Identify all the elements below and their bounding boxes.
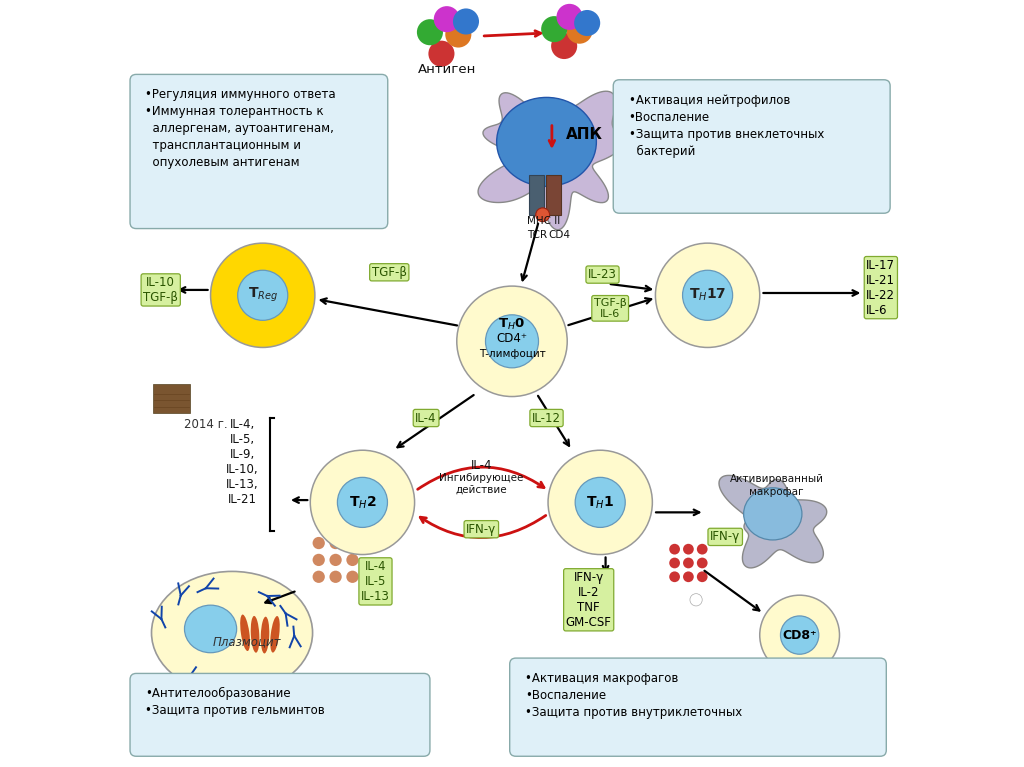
Text: IL-4: IL-4 <box>416 412 437 424</box>
Text: Ингибирующее: Ингибирующее <box>439 473 523 483</box>
Circle shape <box>690 594 702 606</box>
Circle shape <box>330 571 342 583</box>
Circle shape <box>697 558 708 568</box>
Circle shape <box>551 33 578 59</box>
Circle shape <box>760 595 840 675</box>
Text: IL-23: IL-23 <box>588 268 616 281</box>
Ellipse shape <box>152 571 312 694</box>
Circle shape <box>697 571 708 582</box>
Circle shape <box>683 270 732 321</box>
Ellipse shape <box>743 488 802 540</box>
Circle shape <box>574 10 600 36</box>
Circle shape <box>346 537 358 549</box>
Text: CD8⁺: CD8⁺ <box>782 629 817 641</box>
Ellipse shape <box>261 617 269 653</box>
Circle shape <box>417 19 443 45</box>
FancyBboxPatch shape <box>510 658 887 756</box>
Text: CD4⁺: CD4⁺ <box>497 332 527 344</box>
Circle shape <box>337 477 387 528</box>
Circle shape <box>434 6 460 32</box>
Circle shape <box>312 537 325 549</box>
Text: IFN-γ
IL-2
TNF
GM-CSF: IFN-γ IL-2 TNF GM-CSF <box>566 571 611 629</box>
Text: •Активация нейтрофилов
•Воспаление
•Защита против внеклеточных
  бактерий: •Активация нейтрофилов •Воспаление •Защи… <box>629 94 824 158</box>
Text: Плазмоцит: Плазмоцит <box>213 636 282 648</box>
Circle shape <box>655 243 760 347</box>
Text: MHC II: MHC II <box>526 216 560 226</box>
Circle shape <box>330 554 342 566</box>
Circle shape <box>670 571 680 582</box>
Text: T$_H$1: T$_H$1 <box>586 494 614 511</box>
Circle shape <box>211 243 315 347</box>
Text: Т-лимфоцит: Т-лимфоцит <box>478 348 546 359</box>
Text: T$_H$2: T$_H$2 <box>348 494 377 511</box>
Ellipse shape <box>251 616 259 653</box>
Circle shape <box>670 558 680 568</box>
Text: TCR: TCR <box>526 230 547 240</box>
Text: •Регуляция иммунного ответа
•Иммунная толерантность к
  аллергенам, аутоантигена: •Регуляция иммунного ответа •Иммунная то… <box>145 88 336 170</box>
Text: 2014 г.: 2014 г. <box>184 419 228 431</box>
Text: АПК: АПК <box>566 127 603 142</box>
Text: IL-4
IL-5
IL-13: IL-4 IL-5 IL-13 <box>361 560 390 603</box>
Text: Активированный: Активированный <box>730 474 823 485</box>
Circle shape <box>457 286 567 397</box>
Text: •Активация макрофагов
•Воспаление
•Защита против внутриклеточных: •Активация макрофагов •Воспаление •Защит… <box>525 672 742 719</box>
Ellipse shape <box>270 616 280 653</box>
Text: макрофаг: макрофаг <box>750 487 804 498</box>
Circle shape <box>330 537 342 549</box>
Text: TGF-β
IL-6: TGF-β IL-6 <box>594 298 627 319</box>
Text: IFN-γ: IFN-γ <box>466 523 497 535</box>
Text: Антиген: Антиген <box>418 63 476 76</box>
Circle shape <box>445 21 471 48</box>
Circle shape <box>683 571 694 582</box>
Circle shape <box>312 554 325 566</box>
Text: •Антителообразование
•Защита против гельминтов: •Антителообразование •Защита против гель… <box>145 687 326 717</box>
Circle shape <box>780 616 819 654</box>
Circle shape <box>428 41 455 67</box>
FancyBboxPatch shape <box>153 384 189 413</box>
Circle shape <box>346 571 358 583</box>
Circle shape <box>566 18 593 44</box>
FancyBboxPatch shape <box>130 74 388 229</box>
Ellipse shape <box>241 614 250 651</box>
Circle shape <box>697 544 708 555</box>
Text: IL-4: IL-4 <box>471 459 493 472</box>
Text: TGF-β: TGF-β <box>372 266 407 278</box>
Text: IL-17
IL-21
IL-22
IL-6: IL-17 IL-21 IL-22 IL-6 <box>866 258 895 317</box>
Circle shape <box>575 477 626 528</box>
Text: CD4: CD4 <box>548 230 570 240</box>
Circle shape <box>670 544 680 555</box>
Circle shape <box>346 554 358 566</box>
Text: T$_{Reg}$: T$_{Reg}$ <box>248 286 278 304</box>
Circle shape <box>556 4 583 30</box>
Text: IL-4,
IL-5,
IL-9,
IL-10,
IL-13,
IL-21: IL-4, IL-5, IL-9, IL-10, IL-13, IL-21 <box>225 418 258 505</box>
FancyBboxPatch shape <box>546 175 561 215</box>
Circle shape <box>541 16 567 42</box>
Ellipse shape <box>184 605 237 653</box>
FancyBboxPatch shape <box>130 673 430 756</box>
Circle shape <box>312 571 325 583</box>
Text: действие: действие <box>456 485 507 495</box>
Circle shape <box>485 314 539 368</box>
Circle shape <box>238 270 288 321</box>
Circle shape <box>548 450 652 555</box>
Text: IFN-γ: IFN-γ <box>710 531 740 543</box>
Text: IL-10
TGF-β: IL-10 TGF-β <box>143 276 178 304</box>
Text: IL-12: IL-12 <box>532 412 561 424</box>
Polygon shape <box>478 91 622 230</box>
Text: Т$_H$0: Т$_H$0 <box>499 317 525 332</box>
Ellipse shape <box>497 97 596 186</box>
FancyBboxPatch shape <box>528 175 544 215</box>
Circle shape <box>453 8 479 35</box>
Circle shape <box>683 558 694 568</box>
Polygon shape <box>719 476 826 568</box>
FancyBboxPatch shape <box>613 80 890 213</box>
Text: T$_H$17: T$_H$17 <box>689 287 726 304</box>
Circle shape <box>683 544 694 555</box>
Circle shape <box>536 208 550 222</box>
Circle shape <box>310 450 415 555</box>
